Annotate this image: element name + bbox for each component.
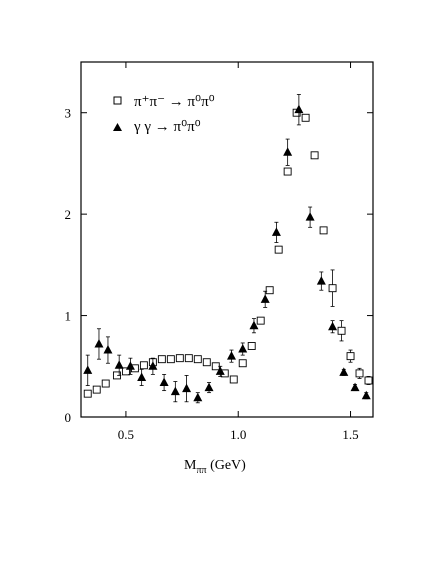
- open-square-point: [139, 361, 148, 370]
- filled-triangle-point: [193, 392, 203, 402]
- x-tick-label: 0.5: [118, 427, 134, 442]
- open-square-point: [328, 284, 337, 293]
- open-square-point: [355, 369, 364, 378]
- filled-triangle-point: [226, 351, 236, 360]
- x-axis-title: Mππ (GeV): [184, 458, 246, 476]
- filled-triangle-point: [260, 294, 270, 303]
- legend-square-marker: [113, 96, 122, 105]
- x-axis-ticks: 0.5 1.0 1.5: [118, 62, 359, 442]
- filled-triangle-point: [125, 361, 135, 370]
- filled-triangle-point: [249, 320, 259, 330]
- open-square-point: [364, 376, 373, 385]
- open-square-point: [175, 354, 184, 363]
- filled-triangle-point: [204, 382, 214, 392]
- open-square-point: [166, 355, 175, 364]
- open-square-point: [121, 367, 130, 376]
- open-square-point: [319, 226, 328, 235]
- filled-triangle-point: [137, 372, 147, 381]
- filled-triangle-point: [271, 227, 281, 236]
- open-square-point: [211, 362, 220, 371]
- filled-triangle-point: [305, 212, 315, 221]
- open-square-point: [193, 355, 202, 364]
- y-tick-label: 0: [65, 410, 72, 425]
- open-square-point: [184, 354, 193, 363]
- filled-triangle-point: [103, 345, 113, 354]
- filled-triangle-point: [238, 344, 248, 353]
- y-tick-label: 3: [65, 106, 72, 121]
- open-square-point: [337, 326, 346, 335]
- filled-triangle-point: [215, 366, 225, 375]
- open-square-point: [83, 389, 92, 398]
- open-square-point: [92, 385, 101, 394]
- legend-label-gammagamma: γ γ → π⁰π⁰: [133, 119, 201, 135]
- open-square-point: [101, 379, 110, 388]
- open-square-point: [310, 151, 319, 160]
- data-points: [83, 94, 373, 404]
- filled-triangle-point: [350, 382, 360, 392]
- open-square-point: [283, 167, 292, 176]
- open-square-point: [274, 245, 283, 254]
- x-tick-label: 1.5: [342, 427, 358, 442]
- plot-frame: [80, 61, 374, 418]
- filled-triangle-point: [159, 377, 169, 387]
- open-square-point: [265, 286, 274, 295]
- open-square-point: [229, 375, 238, 384]
- open-square-point: [346, 352, 355, 361]
- y-tick-label: 1: [65, 309, 72, 324]
- filled-triangle-point: [361, 390, 371, 400]
- legend-triangle-marker: [113, 123, 122, 131]
- filled-triangle-point: [94, 338, 104, 348]
- filled-triangle-point: [316, 276, 326, 285]
- y-axis-ticks: 0 1 2 3: [65, 106, 373, 425]
- filled-triangle-point: [148, 361, 158, 370]
- filled-triangle-point: [182, 383, 192, 393]
- y-tick-label: 2: [65, 207, 72, 222]
- filled-triangle-point: [83, 365, 93, 374]
- filled-triangle-point: [283, 147, 293, 156]
- filled-triangle-point: [114, 360, 124, 369]
- x-tick-label: 1.0: [230, 427, 246, 442]
- open-square-point: [238, 359, 247, 368]
- filled-triangle-point: [328, 321, 338, 331]
- open-square-point: [301, 113, 310, 122]
- legend: π⁺π⁻ → π⁰π⁰ γ γ → π⁰π⁰: [113, 94, 215, 135]
- filled-triangle-point: [294, 104, 304, 114]
- filled-triangle-point: [339, 367, 349, 376]
- open-square-point: [247, 342, 256, 350]
- filled-triangle-point: [170, 386, 180, 396]
- open-square-point: [202, 358, 211, 367]
- legend-label-pipi: π⁺π⁻ → π⁰π⁰: [134, 94, 215, 110]
- open-square-point: [157, 355, 166, 364]
- open-square-point: [256, 316, 265, 325]
